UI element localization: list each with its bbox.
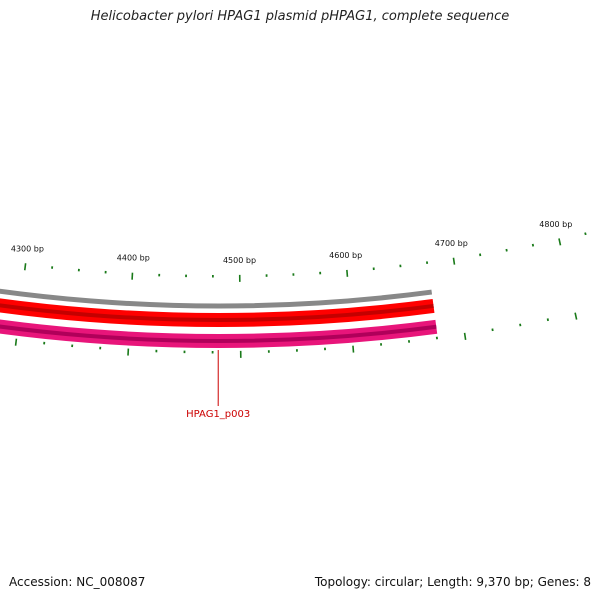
track-rings (0, 288, 438, 348)
tick-label: 4300 bp (11, 244, 44, 253)
outer-major-tick (346, 269, 349, 277)
accession-text: Accession: NC_008087 (9, 575, 146, 589)
outer-major-tick (452, 257, 456, 265)
forward-gene-ring-core (0, 303, 434, 322)
gene-label[interactable]: HPAG1_p003 (186, 409, 250, 420)
tick-label: 4400 bp (117, 254, 150, 263)
forward-gene-ring (0, 298, 435, 327)
outer-minor-tick (584, 232, 587, 236)
gene-annotations: HPAG1_p003 (186, 349, 250, 420)
summary-text: Topology: circular; Length: 9,370 bp; Ge… (314, 575, 591, 589)
tick-label: 4600 bp (329, 251, 362, 260)
inner-major-tick (14, 338, 18, 346)
tick-label: 4800 bp (539, 220, 572, 229)
backbone-ring (0, 288, 433, 309)
reverse-gene-ring-core (0, 324, 437, 343)
outer-major-tick (558, 238, 562, 246)
inner-major-tick (463, 332, 467, 340)
tick-label: 4500 bp (223, 256, 256, 265)
inner-major-tick (574, 312, 578, 320)
tick-label: 4700 bp (435, 239, 468, 248)
outer-major-tick (23, 263, 27, 271)
inner-major-tick (352, 345, 355, 353)
map-title: Helicobacter pylori HPAG1 plasmid pHPAG1… (90, 9, 510, 24)
